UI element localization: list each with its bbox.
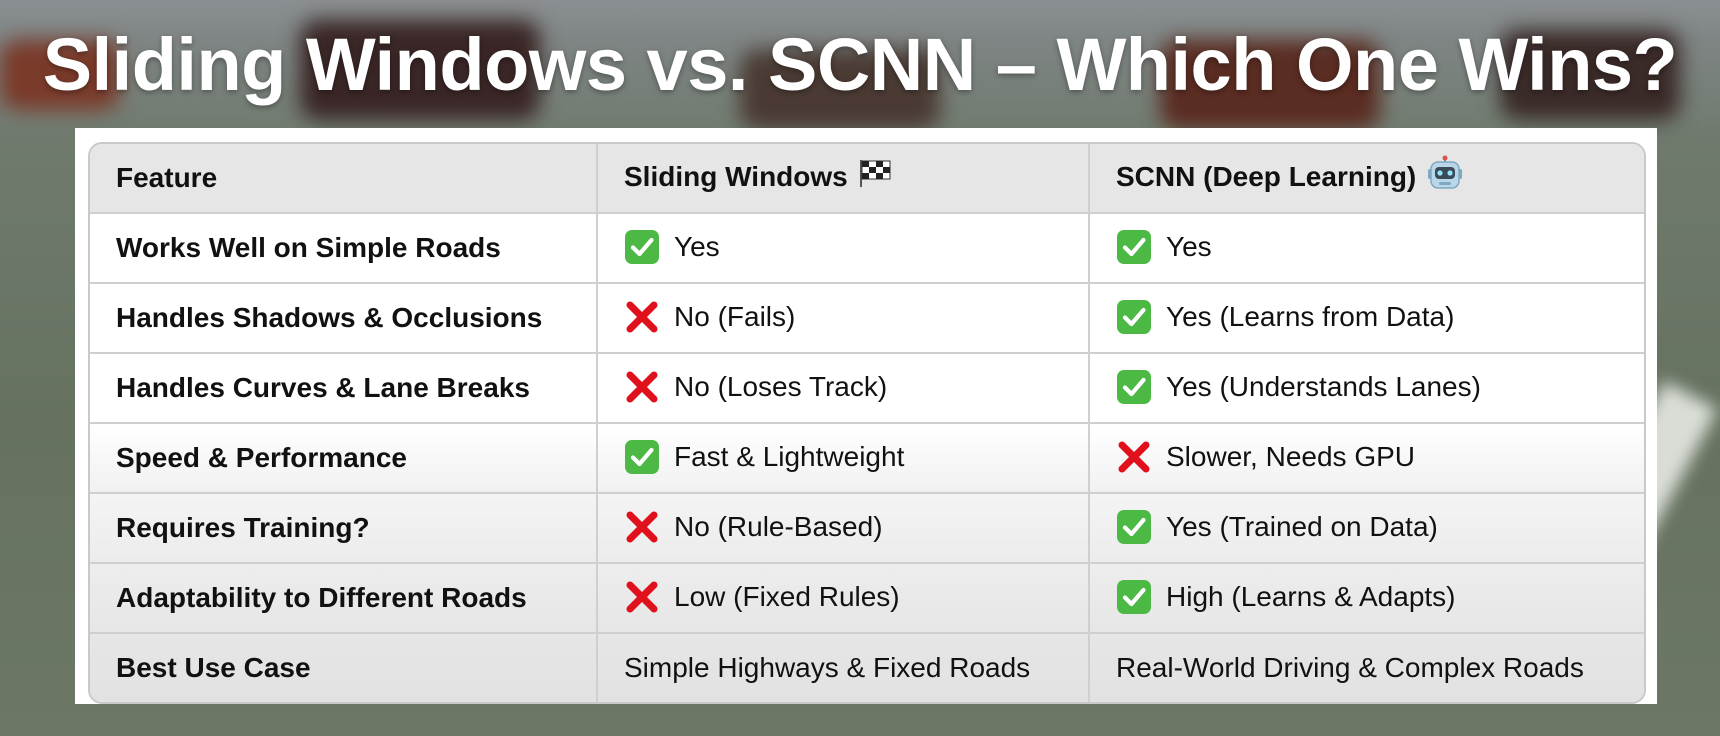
feature-cell: Best Use Case — [90, 634, 598, 702]
scnn-cell: Yes (Trained on Data) — [1090, 494, 1644, 564]
scnn-value: Yes (Understands Lanes) — [1166, 371, 1481, 403]
cross-mark-icon — [624, 369, 660, 405]
table-row: Speed & Performance Fast & Lightweight S… — [90, 424, 1644, 494]
feature-cell: Speed & Performance — [90, 424, 598, 494]
table-row: Handles Shadows & Occlusions No (Fails) … — [90, 284, 1644, 354]
header-sliding-windows-label: Sliding Windows — [624, 160, 848, 192]
header-sliding-windows: Sliding Windows — [598, 144, 1090, 214]
scnn-value: Slower, Needs GPU — [1166, 441, 1415, 473]
check-mark-icon — [1116, 509, 1152, 545]
scnn-cell: Yes (Learns from Data) — [1090, 284, 1644, 354]
header-feature-label: Feature — [116, 162, 218, 193]
check-mark-icon — [1116, 299, 1152, 335]
check-mark-icon — [1116, 369, 1152, 405]
feature-cell: Handles Shadows & Occlusions — [90, 284, 598, 354]
table-row: Adaptability to Different Roads Low (Fix… — [90, 564, 1644, 634]
scnn-value: Yes (Trained on Data) — [1166, 511, 1438, 543]
robot-face-icon — [1426, 155, 1464, 198]
sliding-windows-cell: Yes — [598, 214, 1090, 284]
sliding-windows-cell: No (Rule-Based) — [598, 494, 1090, 564]
feature-label: Best Use Case — [116, 652, 311, 683]
check-mark-icon — [1116, 579, 1152, 615]
sliding-windows-value: No (Loses Track) — [674, 371, 888, 403]
feature-cell: Handles Curves & Lane Breaks — [90, 354, 598, 424]
sliding-windows-value: No (Rule-Based) — [674, 511, 883, 543]
header-scnn-label: SCNN (Deep Learning) — [1116, 160, 1417, 192]
scnn-cell: Yes (Understands Lanes) — [1090, 354, 1644, 424]
feature-label: Handles Shadows & Occlusions — [116, 302, 543, 333]
scnn-value: High (Learns & Adapts) — [1166, 581, 1456, 613]
cross-mark-icon — [624, 579, 660, 615]
sliding-windows-cell: No (Loses Track) — [598, 354, 1090, 424]
scnn-cell: Slower, Needs GPU — [1090, 424, 1644, 494]
feature-cell: Works Well on Simple Roads — [90, 214, 598, 284]
cross-mark-icon — [1116, 439, 1152, 475]
scnn-cell: Real-World Driving & Complex Roads — [1090, 634, 1644, 702]
sliding-windows-value: Simple Highways & Fixed Roads — [624, 652, 1031, 683]
sliding-windows-cell: Simple Highways & Fixed Roads — [598, 634, 1090, 702]
header-scnn: SCNN (Deep Learning) — [1090, 144, 1644, 214]
feature-label: Handles Curves & Lane Breaks — [116, 372, 530, 403]
cross-mark-icon — [624, 299, 660, 335]
check-mark-icon — [1116, 229, 1152, 265]
comparison-panel: Feature Sliding Windows SCNN (Deep Learn… — [75, 128, 1657, 704]
table-row: Works Well on Simple Roads Yes Yes — [90, 214, 1644, 284]
feature-cell: Adaptability to Different Roads — [90, 564, 598, 634]
feature-label: Works Well on Simple Roads — [116, 232, 501, 263]
feature-label: Speed & Performance — [116, 442, 407, 473]
check-mark-icon — [624, 229, 660, 265]
scnn-cell: High (Learns & Adapts) — [1090, 564, 1644, 634]
checkered-flag-icon — [858, 158, 894, 195]
scnn-value: Yes (Learns from Data) — [1166, 301, 1455, 333]
scnn-value: Yes — [1166, 231, 1212, 263]
sliding-windows-cell: Fast & Lightweight — [598, 424, 1090, 494]
sliding-windows-cell: No (Fails) — [598, 284, 1090, 354]
scnn-value: Real-World Driving & Complex Roads — [1116, 652, 1584, 683]
sliding-windows-cell: Low (Fixed Rules) — [598, 564, 1090, 634]
check-mark-icon — [624, 439, 660, 475]
feature-label: Requires Training? — [116, 512, 370, 543]
table-header-row: Feature Sliding Windows SCNN (Deep Learn… — [90, 144, 1644, 214]
header-feature: Feature — [90, 144, 598, 214]
scnn-cell: Yes — [1090, 214, 1644, 284]
page-title: Sliding Windows vs. SCNN – Which One Win… — [42, 23, 1678, 106]
sliding-windows-value: Yes — [674, 231, 720, 263]
comparison-table: Feature Sliding Windows SCNN (Deep Learn… — [88, 142, 1646, 704]
table-row: Requires Training? No (Rule-Based) Yes (… — [90, 494, 1644, 564]
feature-label: Adaptability to Different Roads — [116, 582, 527, 613]
sliding-windows-value: Fast & Lightweight — [674, 441, 905, 473]
cross-mark-icon — [624, 509, 660, 545]
table-row: Handles Curves & Lane Breaks No (Loses T… — [90, 354, 1644, 424]
feature-cell: Requires Training? — [90, 494, 598, 564]
sliding-windows-value: Low (Fixed Rules) — [674, 581, 900, 613]
table-row: Best Use Case Simple Highways & Fixed Ro… — [90, 634, 1644, 702]
sliding-windows-value: No (Fails) — [674, 301, 796, 333]
